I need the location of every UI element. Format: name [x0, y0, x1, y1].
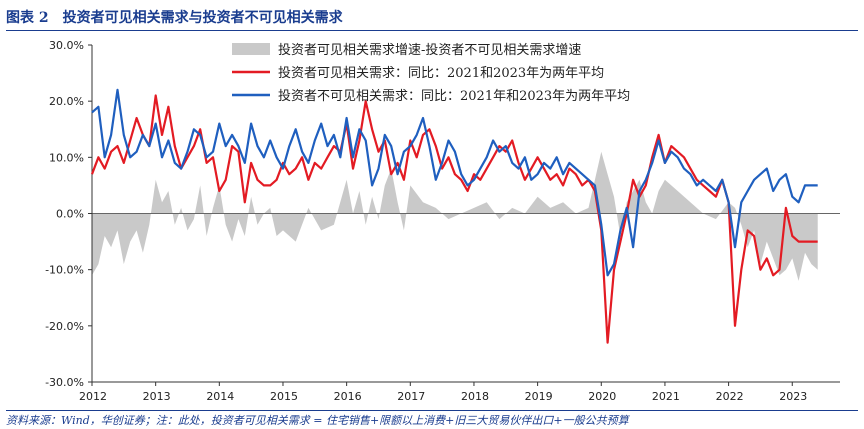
y-tick-label: 30.0% — [49, 39, 84, 52]
chart-svg: 30.0%20.0%10.0%0.0%-10.0%-20.0%-30.0%201… — [45, 39, 840, 403]
x-tick-label: 2012 — [79, 390, 107, 403]
x-tick-label: 2017 — [397, 390, 425, 403]
legend-entry: 投资者可见相关需求增速-投资者不可见相关需求增速 — [278, 42, 581, 58]
y-tick-label: -30.0% — [45, 376, 84, 389]
y-tick-label: 20.0% — [49, 95, 84, 108]
series-line-invisible-demand — [91, 88, 818, 277]
y-tick-label: -10.0% — [45, 264, 84, 277]
footer-divider — [6, 410, 858, 411]
legend-entry: 投资者可见相关需求：同比：2021和2023年为两年平均 — [278, 65, 604, 81]
x-tick-label: 2018 — [461, 390, 489, 403]
series-line-visible-demand — [90, 94, 818, 344]
legend-entry: 投资者不可见相关需求：同比：2021年和2023年为两年平均 — [278, 88, 630, 104]
x-tick-label: 2020 — [588, 390, 616, 403]
source-note: 资料来源：Wind，华创证券；注：此处，投资者可见相关需求 = 住宅销售+限额以… — [6, 414, 629, 427]
x-tick-label: 2015 — [270, 390, 298, 403]
x-tick-label: 2016 — [334, 390, 362, 403]
x-tick-label: 2021 — [652, 390, 680, 403]
figure-header: 图表 2 投资者可见相关需求与投资者不可见相关需求 — [6, 4, 858, 30]
x-tick-label: 2013 — [143, 390, 171, 403]
header-divider — [6, 30, 858, 31]
y-tick-label: 0.0% — [56, 208, 84, 221]
x-tick-label: 2023 — [779, 390, 807, 403]
y-tick-label: 10.0% — [49, 151, 84, 164]
plot-area: 30.0%20.0%10.0%0.0%-10.0%-20.0%-30.0%201… — [45, 39, 840, 403]
legend-swatch-area — [232, 43, 270, 55]
figure-label: 图表 2 — [6, 10, 49, 26]
series-area-difference — [92, 151, 818, 281]
x-tick-label: 2022 — [716, 390, 744, 403]
x-tick-label: 2014 — [206, 390, 234, 403]
figure-title: 投资者可见相关需求与投资者不可见相关需求 — [62, 10, 343, 26]
y-tick-label: -20.0% — [45, 320, 84, 333]
x-tick-label: 2019 — [525, 390, 553, 403]
